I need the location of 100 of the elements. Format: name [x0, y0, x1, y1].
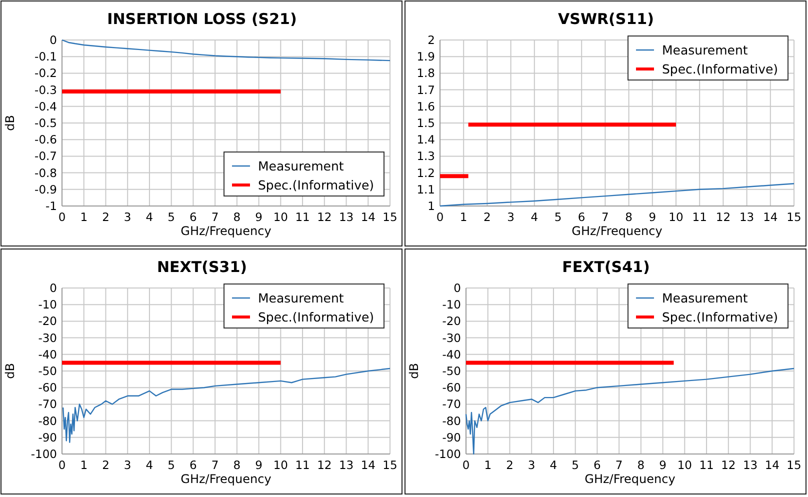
y-tick-label: -0.2 [34, 66, 57, 80]
y-tick-label: -0.9 [34, 182, 57, 196]
x-tick-label: 10 [273, 210, 288, 224]
y-tick-label: 1.3 [416, 149, 435, 164]
y-tick-label: -10 [442, 298, 461, 312]
x-tick-label: 13 [742, 458, 758, 472]
legend-label: Measurement [258, 290, 344, 306]
x-tick-label: 11 [295, 458, 310, 472]
y-tick-label: -50 [442, 364, 461, 378]
x-tick-label: 11 [692, 210, 707, 224]
y-tick-label: -0.5 [34, 116, 57, 130]
y-tick-label: 1.4 [416, 132, 435, 147]
y-tick-label: 1 [428, 199, 435, 213]
x-tick-label: 9 [659, 458, 666, 472]
x-tick-label: 7 [211, 458, 219, 472]
x-tick-label: 2 [102, 458, 110, 472]
y-tick-label: -1 [46, 199, 57, 213]
y-tick-label: -0.6 [34, 132, 57, 147]
y-tick-label: 1.1 [416, 182, 435, 196]
y-tick-label: 0 [50, 281, 57, 295]
y-tick-label: -30 [442, 330, 461, 345]
x-tick-label: 9 [255, 210, 262, 224]
y-tick-label: -100 [434, 447, 461, 461]
y-tick-label: -40 [38, 347, 57, 362]
x-tick-label: 5 [554, 210, 562, 224]
x-tick-label: 6 [190, 458, 197, 472]
x-tick-label: 2 [484, 210, 491, 224]
x-tick-label: 8 [625, 210, 632, 224]
x-tick-label: 6 [594, 458, 601, 472]
x-tick-label: 14 [763, 210, 778, 224]
y-tick-label: 0 [50, 33, 57, 47]
y-tick-label: -20 [38, 314, 57, 328]
y-tick-label: -70 [442, 397, 461, 412]
x-tick-label: 15 [786, 210, 802, 224]
chart-title: VSWR(S11) [558, 10, 654, 28]
x-tick-label: 14 [360, 210, 376, 224]
chart-title: NEXT(S31) [157, 258, 247, 276]
y-tick-label: -80 [38, 414, 57, 428]
x-tick-label: 15 [382, 458, 398, 472]
x-tick-label: 12 [721, 458, 736, 472]
x-tick-label: 4 [530, 210, 538, 224]
y-tick-label: -0.8 [34, 166, 57, 180]
y-tick-label: -0.1 [34, 50, 57, 64]
legend-label: Measurement [662, 42, 748, 58]
x-tick-label: 12 [317, 210, 332, 224]
x-tick-label: 14 [764, 458, 780, 472]
legend-label: Measurement [662, 290, 748, 306]
y-tick-label: -0.3 [34, 82, 57, 97]
x-tick-label: 9 [648, 210, 656, 224]
x-tick-label: 0 [58, 458, 66, 472]
chart-title: INSERTION LOSS (S21) [107, 10, 297, 28]
x-tick-label: 4 [146, 458, 154, 472]
y-tick-label: -90 [38, 430, 57, 444]
x-tick-label: 5 [168, 210, 175, 224]
x-tick-label: 15 [382, 210, 398, 224]
y-axis-title: dB [3, 115, 17, 131]
y-tick-label: -40 [442, 347, 461, 362]
y-tick-label: -0.7 [34, 149, 57, 164]
x-tick-label: 11 [699, 458, 714, 472]
x-tick-label: 7 [602, 210, 609, 224]
x-tick-label: 10 [668, 210, 684, 224]
y-tick-label: -30 [38, 330, 57, 345]
y-tick-label: 1.7 [416, 82, 435, 97]
legend-label: Spec.(Informative) [258, 178, 374, 192]
y-tick-label: -100 [30, 447, 57, 461]
x-tick-label: 5 [168, 458, 175, 472]
x-tick-label: 11 [295, 210, 310, 224]
y-tick-label: -90 [442, 430, 461, 444]
x-axis-title: GHz/Frequency [584, 472, 676, 486]
y-tick-label: -80 [442, 414, 461, 428]
x-tick-label: 12 [716, 210, 731, 224]
x-tick-label: 13 [338, 458, 354, 472]
chart-title: FEXT(S41) [562, 258, 650, 276]
x-tick-label: 3 [124, 210, 132, 224]
x-tick-label: 8 [233, 210, 241, 224]
x-tick-label: 1 [80, 210, 88, 224]
x-tick-label: 8 [233, 458, 241, 472]
x-tick-label: 13 [739, 210, 754, 224]
x-axis-title: GHz/Frequency [180, 472, 272, 486]
x-tick-label: 3 [507, 210, 514, 224]
x-tick-label: 6 [190, 210, 197, 224]
x-tick-label: 7 [211, 210, 219, 224]
x-tick-label: 4 [550, 458, 558, 472]
line-series [62, 368, 391, 443]
y-tick-label: 1.5 [416, 116, 435, 130]
x-axis-title: GHz/Frequency [180, 224, 272, 238]
y-tick-label: 1.9 [416, 50, 435, 64]
x-tick-label: 3 [124, 458, 132, 472]
x-axis-title: GHz/Frequency [572, 224, 662, 238]
x-tick-label: 14 [360, 458, 376, 472]
x-tick-label: 5 [572, 458, 579, 472]
x-tick-label: 6 [578, 210, 586, 224]
y-tick-label: 1.2 [416, 166, 435, 180]
y-tick-label: -10 [38, 298, 57, 312]
y-tick-label: -50 [38, 364, 57, 378]
y-axis-title: dB [3, 363, 17, 379]
x-tick-label: 4 [146, 210, 154, 224]
legend-label: Measurement [258, 158, 344, 174]
y-tick-label: 0 [454, 281, 461, 295]
legend-label: Spec.(Informative) [258, 310, 374, 324]
